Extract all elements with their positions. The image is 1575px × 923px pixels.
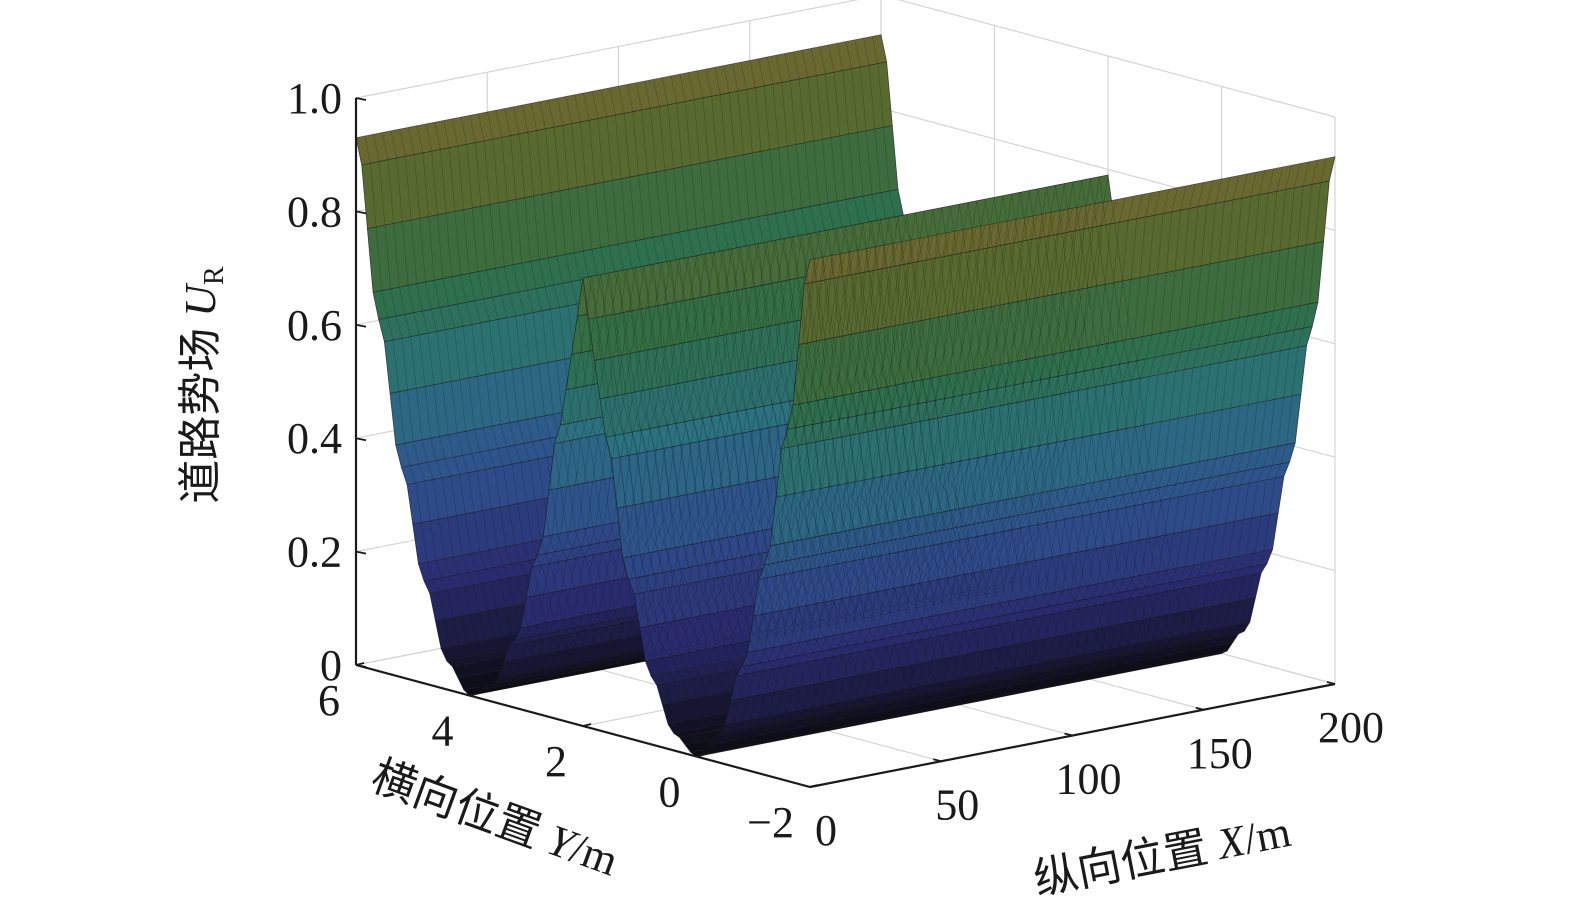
- y-tick-label: 6: [318, 676, 340, 725]
- x-tick-label: 50: [935, 780, 979, 829]
- x-axis-label-unit: /m: [1240, 807, 1295, 864]
- y-tick-label: 0: [659, 768, 681, 817]
- y-tick-mark: [809, 784, 819, 788]
- z-tick-mark: [355, 437, 367, 442]
- x-tick-mark: [1064, 732, 1073, 737]
- z-tick-label: 0.6: [287, 301, 342, 350]
- y-tick-mark: [582, 723, 592, 727]
- z-tick-mark: [355, 210, 367, 215]
- x-axis-label: 纵向位置 X/m: [1030, 807, 1295, 905]
- x-tick-label: 0: [815, 806, 837, 855]
- y-axis-label: 横向位置 Y/m: [365, 751, 624, 885]
- x-tick-label: 150: [1187, 729, 1253, 778]
- x-tick-mark: [1195, 706, 1204, 711]
- y-axis-label-text: 横向位置: [365, 751, 557, 861]
- z-axis-label-symbol: U: [176, 282, 225, 317]
- y-tick-mark: [696, 753, 705, 758]
- y-tick-mark: [469, 692, 478, 697]
- z-tick-label: 0.4: [287, 414, 342, 463]
- z-tick-label: 0.8: [287, 187, 342, 236]
- z-tick-mark: [355, 550, 367, 555]
- z-axis-label-subscript: R: [199, 266, 230, 285]
- x-tick-mark: [801, 784, 811, 788]
- surface-layer: [355, 34, 1336, 757]
- x-tick-label: 200: [1318, 703, 1384, 752]
- z-tick-label: 0.2: [287, 528, 342, 577]
- z-tick-mark: [355, 323, 367, 328]
- x-tick-mark: [1326, 681, 1336, 685]
- x-tick-label: 100: [1056, 755, 1122, 804]
- surface-mesh: [355, 34, 1336, 757]
- x-axis-label-text: 纵向位置: [1030, 821, 1223, 905]
- z-tick-label: 0: [320, 641, 342, 690]
- z-tick-label: 1.0: [287, 74, 342, 123]
- x-tick-mark: [933, 758, 942, 763]
- y-tick-label: 2: [545, 737, 567, 786]
- z-tick-mark: [355, 97, 367, 101]
- z-axis-label-text: 道路势场: [176, 317, 225, 504]
- surface-strip: [803, 156, 1336, 285]
- z-tick-mark: [355, 664, 367, 668]
- y-tick-label: 4: [432, 707, 454, 756]
- y-tick-label: −2: [747, 798, 794, 847]
- z-axis-label: 道路势场 UR: [176, 266, 230, 504]
